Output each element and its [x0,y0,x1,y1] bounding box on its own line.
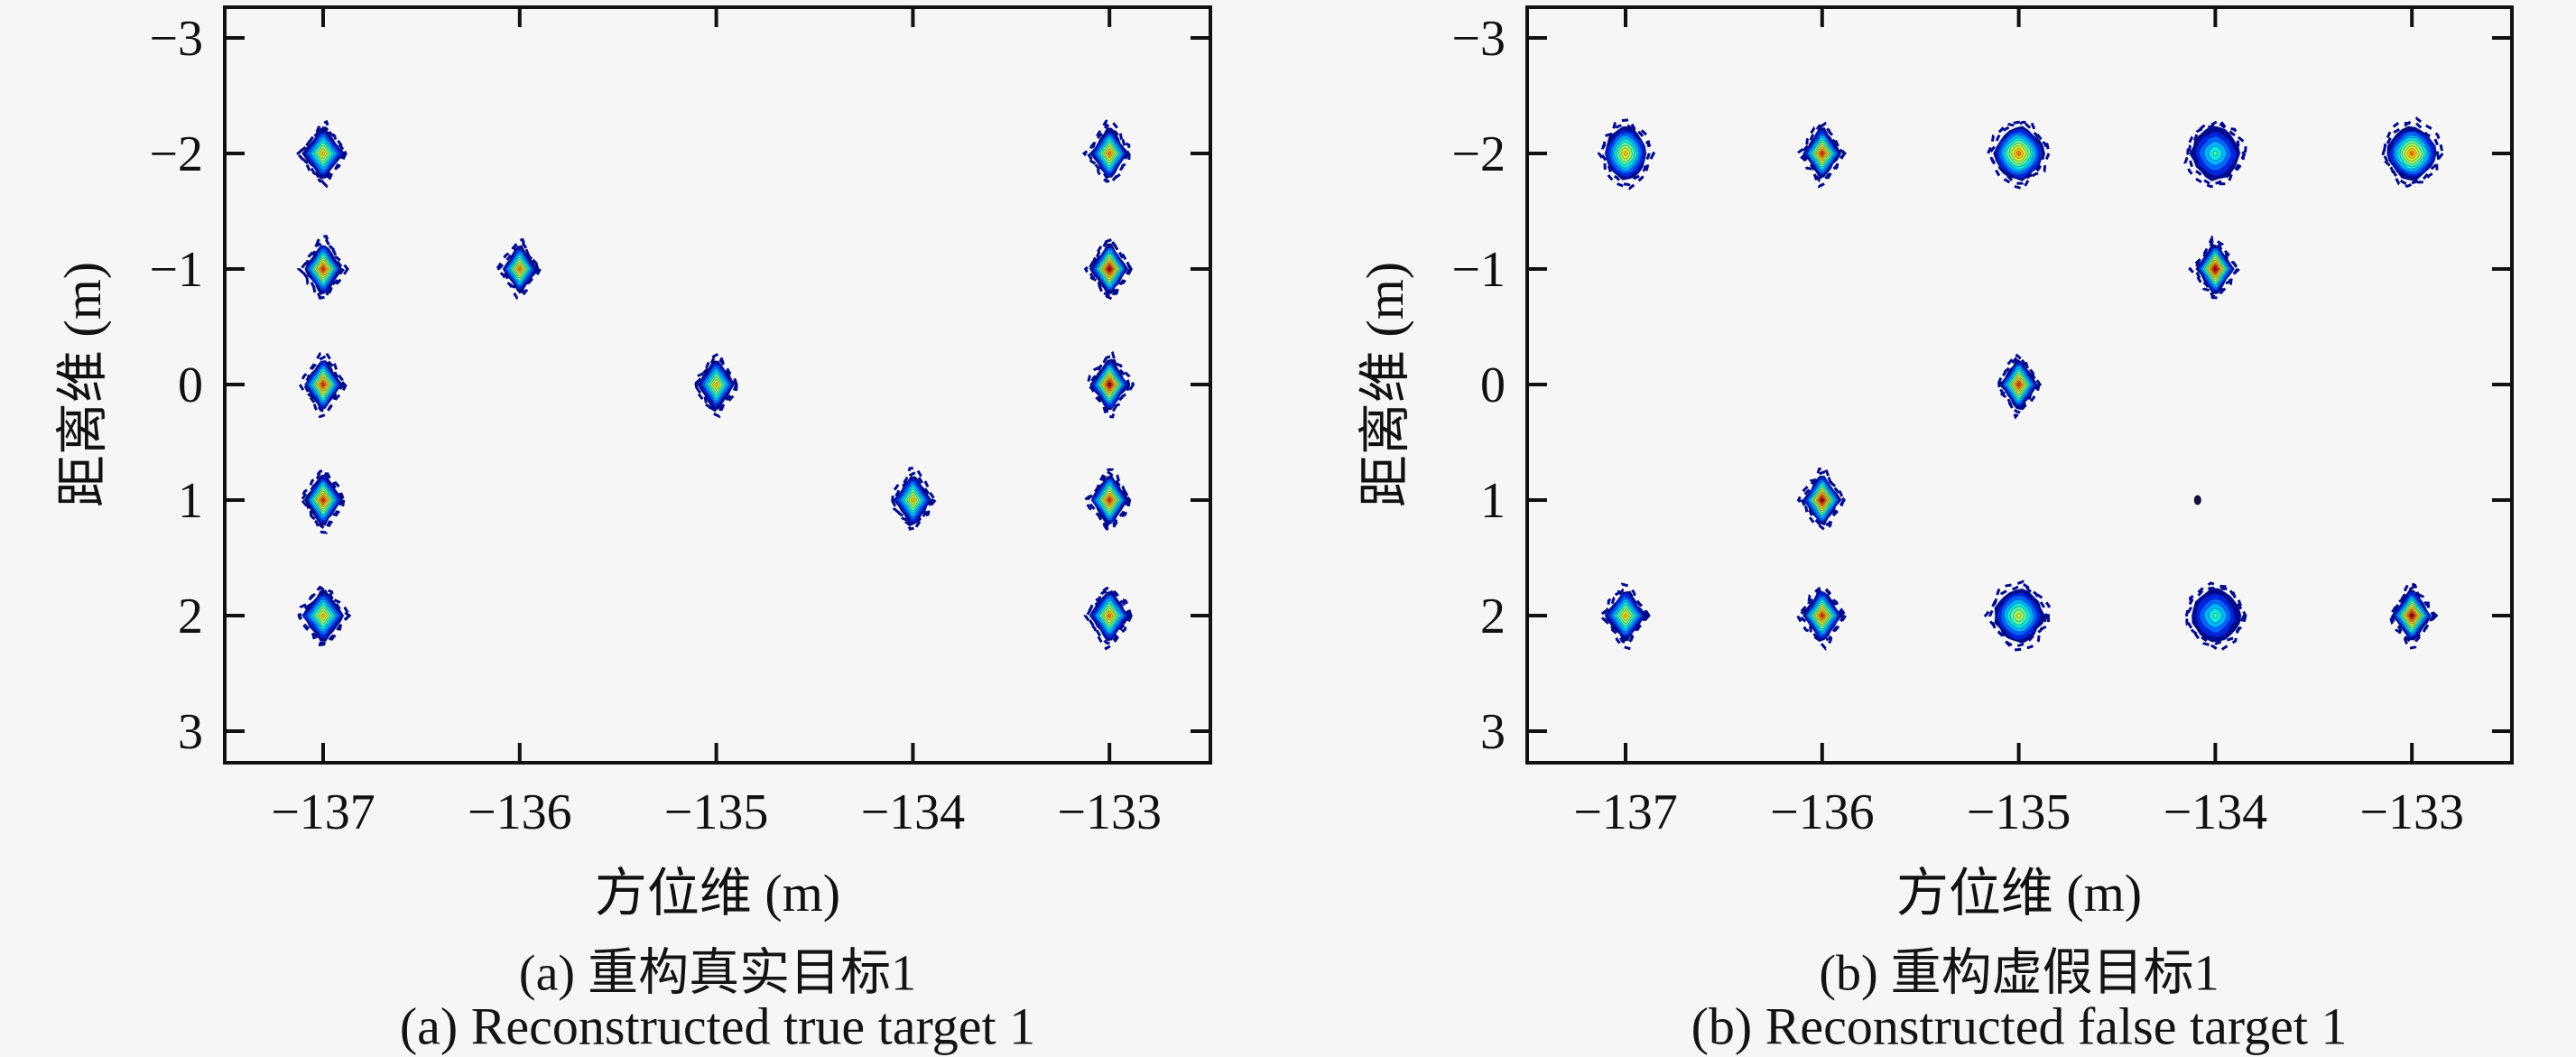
contour-blob [1081,119,1131,183]
x-tick-label: −134 [861,784,966,840]
contour-blob [2183,117,2247,189]
x-tick-label: −133 [1057,784,1162,840]
contour-blob [495,237,542,300]
contour-blob [295,119,347,189]
contour-blob [1086,350,1135,419]
x-tick-label: −134 [2164,784,2268,840]
contour-blob [1796,466,1846,533]
panel-a-caption-cn: (a) 重构真实目标1 [518,945,917,1002]
y-tick-label: 3 [1480,704,1506,760]
contour-blob [1983,579,2051,652]
y-tick-label: 0 [1480,357,1506,413]
contour-blob [297,585,352,647]
panel-b-ylabel: 距离维 (m) [1356,261,1414,508]
y-tick-label: −2 [1451,126,1506,182]
contour-blob [300,468,346,534]
y-tick-label: 3 [178,704,203,760]
panel-a-xlabel: 方位维 (m) [594,864,841,923]
x-tick-label: −136 [468,784,572,840]
contour-blob [1082,468,1132,531]
contour-blob [1083,237,1134,301]
y-tick-label: 1 [178,473,203,529]
contour-blob [2381,116,2444,188]
panel-a-ylabel: 距离维 (m) [53,261,112,508]
y-tick-label: −2 [149,126,203,182]
contour-blob [1597,582,1651,651]
contour-blob [890,466,938,531]
panel-b-xlabel: 方位维 (m) [1895,864,2143,923]
contour-blob [2388,580,2439,651]
y-tick-label: −3 [149,11,203,67]
x-tick-label: −137 [271,784,375,840]
x-tick-label: −136 [1770,784,1875,840]
contour-blob [1795,586,1848,651]
y-tick-label: 2 [1480,589,1506,644]
y-tick-label: 1 [1480,473,1506,529]
y-tick-label: 0 [178,357,203,413]
contour-blob [298,351,348,419]
contour-blob [296,235,349,300]
contour-blob [1083,587,1134,651]
panel-a-caption-en: (a) Reconstructed true target 1 [399,997,1036,1056]
y-tick-label: −1 [1451,242,1506,298]
contour-blob [1597,118,1655,190]
panel-b-caption-cn: (b) 重构虚假目标1 [1819,945,2219,1002]
y-tick-label: 2 [178,589,203,644]
x-tick-label: −133 [2359,784,2464,840]
x-tick-label: −135 [664,784,769,840]
y-tick-label: −3 [1451,11,1506,67]
x-tick-label: −137 [1573,784,1678,840]
contour-blob [2185,581,2247,653]
x-tick-label: −135 [1967,784,2071,840]
contour-blob [1997,352,2043,420]
panel-b-caption-en: (b) Reconstructed false target 1 [1691,997,2348,1056]
contour-blob [1794,121,1847,189]
contour-blob [1986,120,2051,190]
y-tick-label: −1 [149,242,203,298]
contour-blob [2188,235,2241,300]
tiny-dot [2193,495,2201,505]
contour-blob [692,351,738,419]
